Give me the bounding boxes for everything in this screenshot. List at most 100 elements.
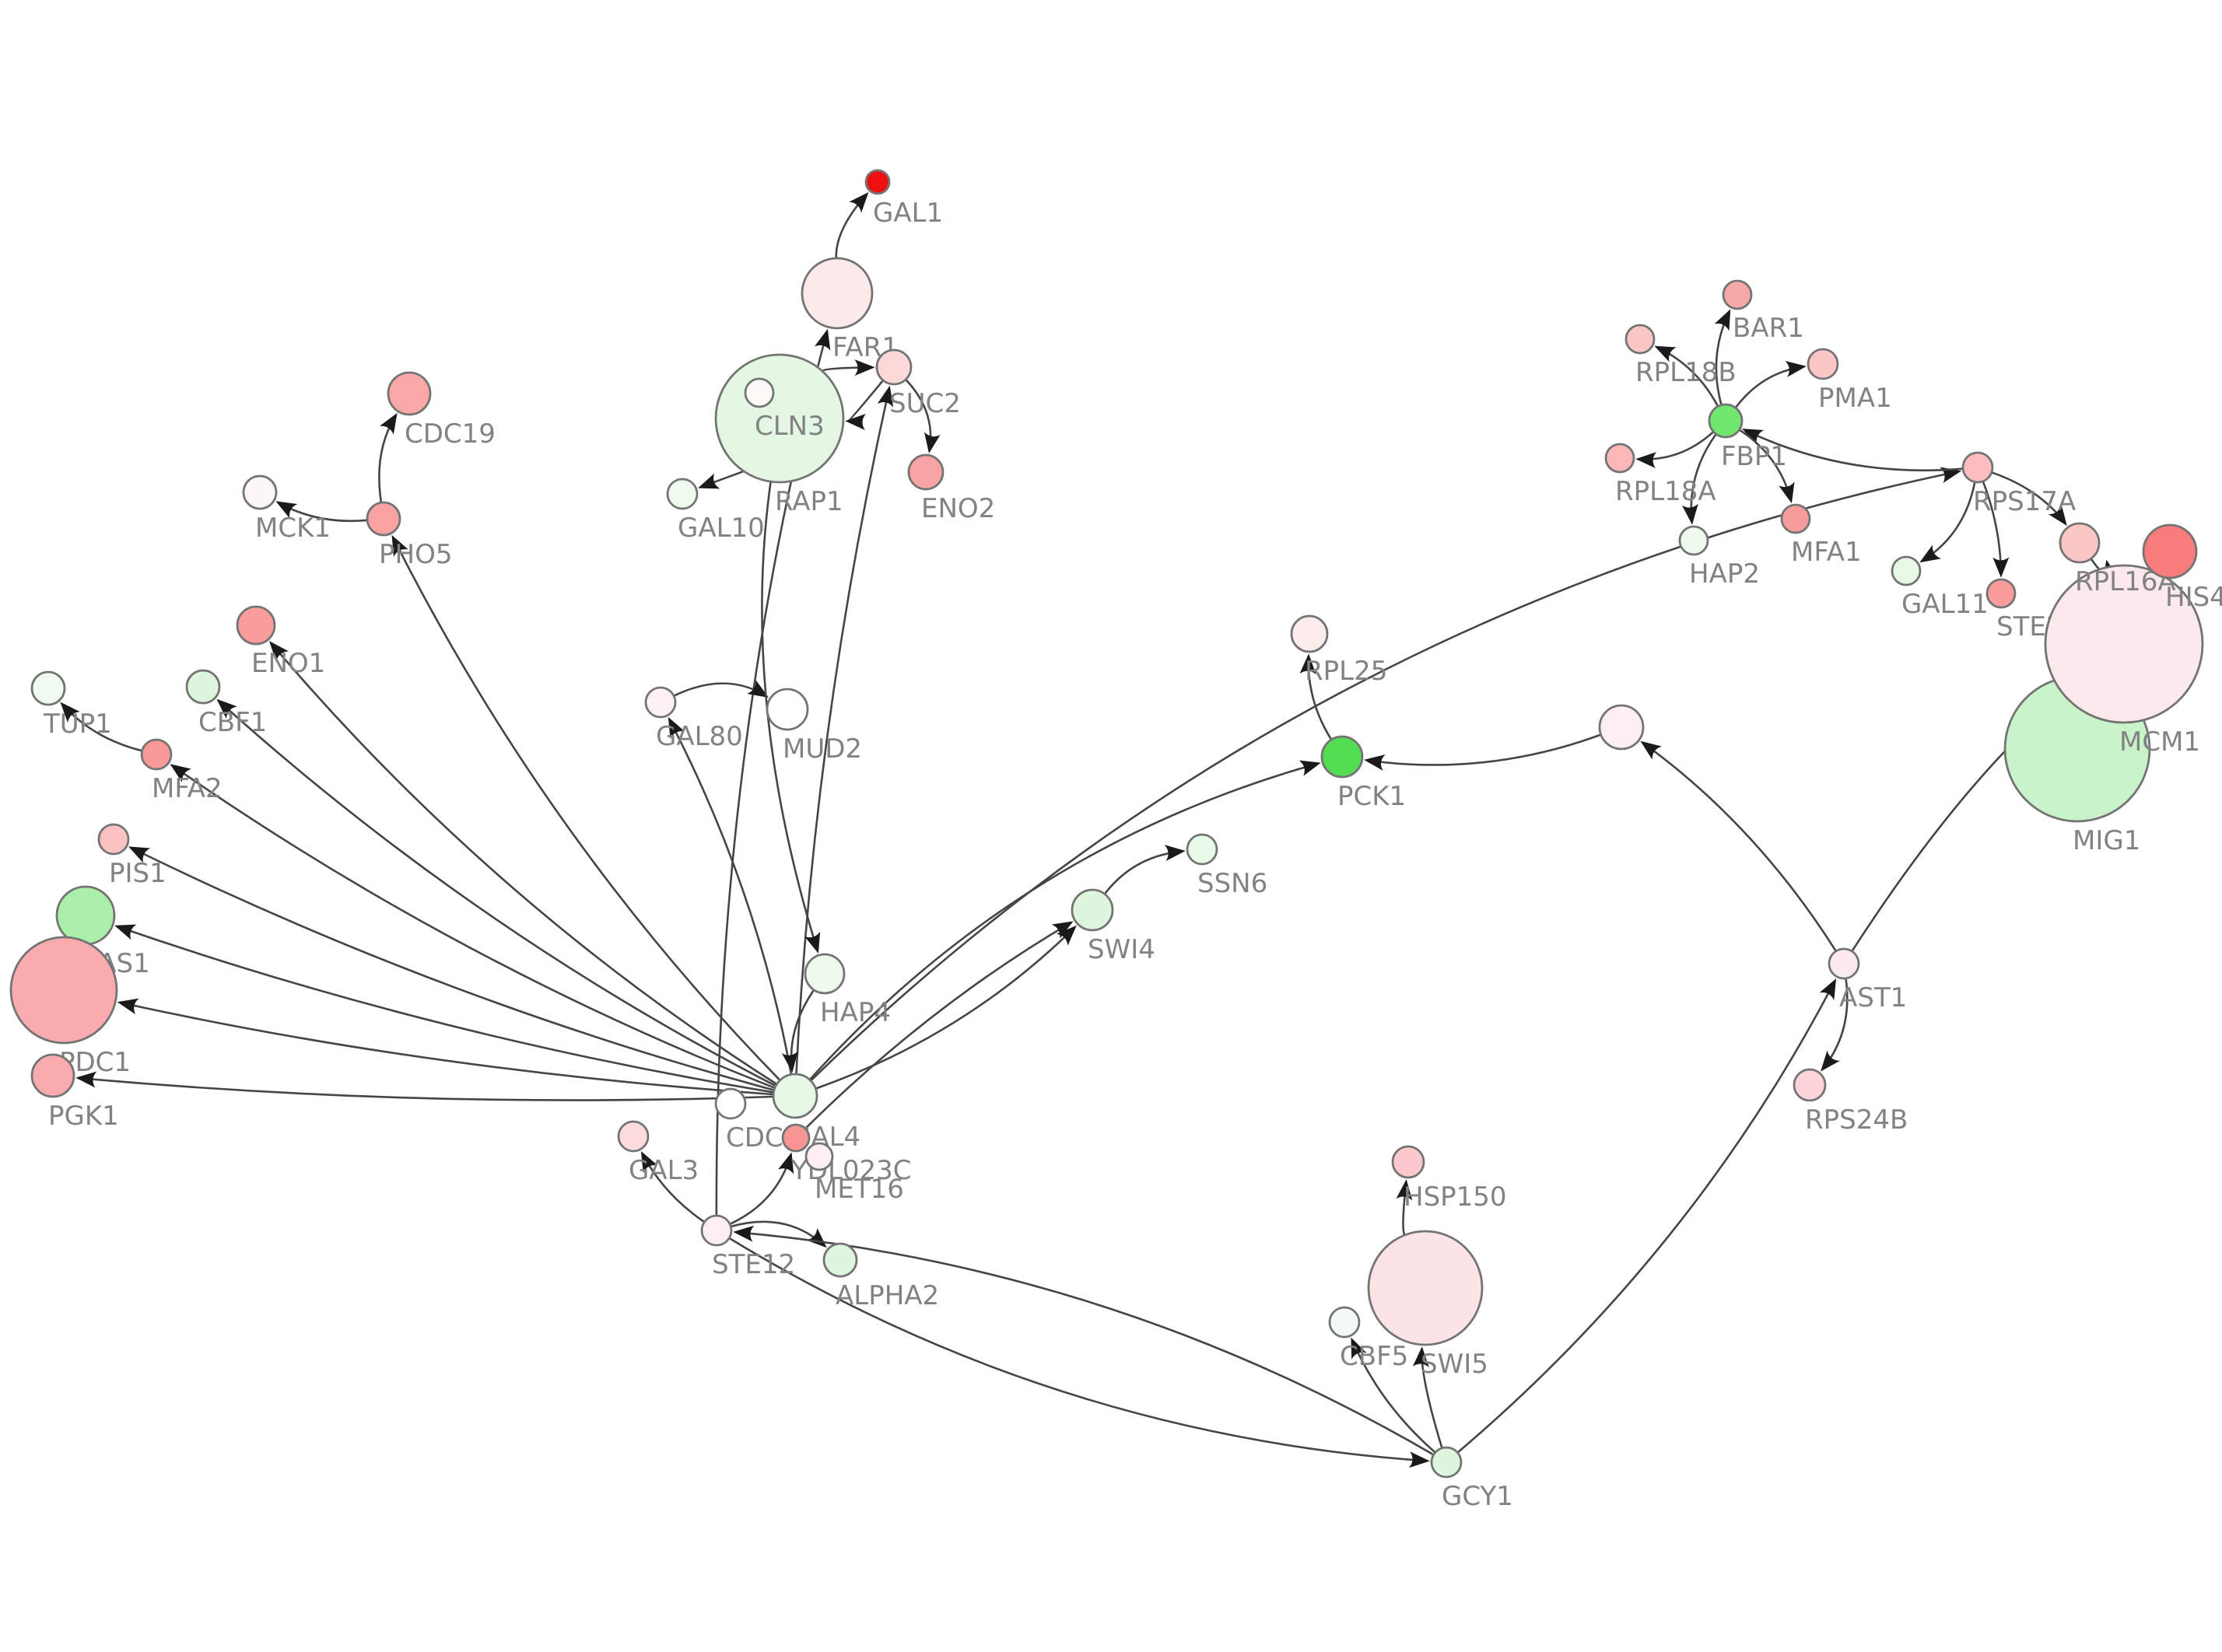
- gene-node-mck1[interactable]: [242, 474, 278, 510]
- edge-STE12-GAL3: [640, 1150, 705, 1223]
- gene-node-hap4[interactable]: [804, 953, 846, 995]
- gene-node-suc2[interactable]: [875, 348, 913, 386]
- gene-node-fbp1[interactable]: [1708, 403, 1744, 439]
- gene-node-mud2[interactable]: [766, 688, 809, 731]
- edge-FBP1-HAP2: [1681, 434, 1717, 525]
- gene-label-pma1: PMA1: [1818, 383, 1892, 414]
- gene-node-cdc19[interactable]: [387, 371, 432, 416]
- gene-node-ste2[interactable]: [1985, 578, 2017, 609]
- gene-node-gcy1[interactable]: [1430, 1446, 1463, 1479]
- gene-node-cln3[interactable]: [744, 377, 775, 408]
- gene-node-n33[interactable]: [1598, 704, 1645, 751]
- gene-label-met16: MET16: [815, 1174, 904, 1205]
- gene-node-his4[interactable]: [2142, 523, 2198, 579]
- gene-node-eno2[interactable]: [907, 453, 945, 491]
- gene-node-rps17a[interactable]: [1961, 451, 1994, 484]
- edge-GAL4-SUC2: [795, 385, 894, 1074]
- gene-node-far1[interactable]: [801, 257, 874, 330]
- edge-MFA2-TUP1: [60, 702, 142, 752]
- gene-label-gal80: GAL80: [656, 721, 743, 752]
- node-group-fbp1: FBP1: [1708, 403, 1787, 472]
- node-group-mck1: MCK1: [242, 474, 331, 544]
- edge-GAL4-RPS17A: [810, 467, 1962, 1081]
- gene-label-cln3: CLN3: [755, 411, 825, 442]
- gene-node-eno1[interactable]: [236, 605, 276, 646]
- gene-node-pma1[interactable]: [1807, 348, 1839, 380]
- gene-node-swi5[interactable]: [1367, 1230, 1484, 1346]
- gene-label-mfa1: MFA1: [1791, 537, 1862, 568]
- gene-node-tup1[interactable]: [30, 670, 66, 706]
- edge-GCY1-CBF5: [1351, 1337, 1435, 1453]
- gene-node-gal4[interactable]: [772, 1073, 818, 1119]
- edge-FBP1-MFA1: [1739, 429, 1795, 504]
- gene-label-rps17a: RPS17A: [1973, 486, 2076, 517]
- gene-node-ras1[interactable]: [55, 885, 116, 946]
- gene-node-cbf5[interactable]: [1328, 1306, 1361, 1339]
- gene-node-pho5[interactable]: [366, 501, 401, 537]
- edge-SUC2-RAP1: [845, 380, 884, 430]
- node-group-gal80: GAL80: [644, 686, 743, 752]
- gene-label-ast1: AST1: [1839, 982, 1907, 1013]
- gene-node-rpl16a[interactable]: [2059, 522, 2101, 564]
- node-group-far1: FAR1: [801, 257, 899, 363]
- gene-node-mcm1[interactable]: [2044, 564, 2204, 724]
- node-group-swi5: SWI5: [1367, 1230, 1488, 1380]
- edge-GCY1-AST1: [1457, 978, 1837, 1453]
- gene-label-hap4: HAP4: [820, 997, 891, 1028]
- gene-node-cdc6[interactable]: [714, 1087, 747, 1120]
- node-group-cln3: CLN3: [744, 377, 825, 442]
- node-group-gal3: GAL3: [617, 1120, 699, 1186]
- gene-node-rps24b[interactable]: [1793, 1068, 1827, 1102]
- gene-node-swi4[interactable]: [1071, 888, 1114, 932]
- node-group-hap2: HAP2: [1678, 525, 1760, 590]
- gene-node-gal11[interactable]: [1891, 555, 1922, 586]
- gene-label-mck1: MCK1: [255, 513, 331, 544]
- gene-node-rpl18b[interactable]: [1624, 324, 1656, 355]
- gene-node-pck1[interactable]: [1320, 735, 1364, 779]
- node-group-pgk1: PGK1: [30, 1053, 119, 1132]
- gene-node-pdc1[interactable]: [9, 936, 118, 1045]
- node-group-hap4: HAP4: [804, 953, 891, 1028]
- gene-node-hap2[interactable]: [1678, 525, 1709, 556]
- gene-node-pgk1[interactable]: [30, 1053, 75, 1098]
- node-group-ssn6: SSN6: [1186, 833, 1267, 899]
- gene-node-gal10[interactable]: [666, 478, 699, 510]
- gene-label-bar1: BAR1: [1733, 313, 1804, 344]
- node-group-mfa1: MFA1: [1780, 503, 1862, 568]
- gene-label-ste12: STE12: [712, 1249, 795, 1280]
- node-group-tup1: TUP1: [30, 670, 112, 740]
- node-group-ste12: STE12: [700, 1214, 795, 1280]
- edge-GAL4-PGK1: [75, 1071, 773, 1101]
- gene-node-gal3[interactable]: [617, 1120, 650, 1153]
- node-group-n33: [1598, 704, 1645, 751]
- edge-SUC2-ENO2: [905, 379, 941, 454]
- edge-FBP1-RPL18B: [1654, 345, 1719, 407]
- edge-GAL4-GAL80: [668, 716, 793, 1074]
- gene-node-cbf1[interactable]: [185, 669, 221, 705]
- gene-node-ssn6[interactable]: [1186, 833, 1218, 866]
- gene-node-hsp150[interactable]: [1391, 1145, 1425, 1179]
- edge-SWI5-HSP150: [1396, 1179, 1413, 1235]
- gene-label-rpl25: RPL25: [1305, 656, 1387, 687]
- gene-node-ydl023c[interactable]: [781, 1123, 811, 1153]
- gene-node-gal1[interactable]: [864, 169, 891, 195]
- edge-AST1-N33: [1640, 740, 1837, 951]
- gene-label-pck1: PCK1: [1337, 781, 1406, 812]
- gene-node-rpl18a[interactable]: [1604, 443, 1635, 474]
- gene-node-ste12[interactable]: [700, 1214, 733, 1247]
- gene-label-eno1: ENO1: [251, 648, 325, 679]
- node-group-alpha2: ALPHA2: [822, 1242, 939, 1311]
- edge-GAL4-CBF1: [216, 698, 776, 1087]
- gene-node-pis1[interactable]: [97, 823, 130, 856]
- node-group-pdc1: PDC1: [9, 936, 131, 1078]
- gene-node-bar1[interactable]: [1722, 279, 1753, 310]
- gene-node-alpha2[interactable]: [822, 1242, 858, 1278]
- gene-node-ast1[interactable]: [1828, 947, 1860, 980]
- node-group-rps24b: RPS24B: [1793, 1068, 1908, 1136]
- gene-node-gal80[interactable]: [644, 686, 677, 719]
- gene-node-met16[interactable]: [804, 1142, 834, 1171]
- edge-FBP1-BAR1: [1714, 309, 1731, 405]
- gene-node-mfa2[interactable]: [140, 738, 173, 771]
- gene-node-mfa1[interactable]: [1780, 503, 1811, 534]
- gene-node-rpl25[interactable]: [1290, 614, 1329, 653]
